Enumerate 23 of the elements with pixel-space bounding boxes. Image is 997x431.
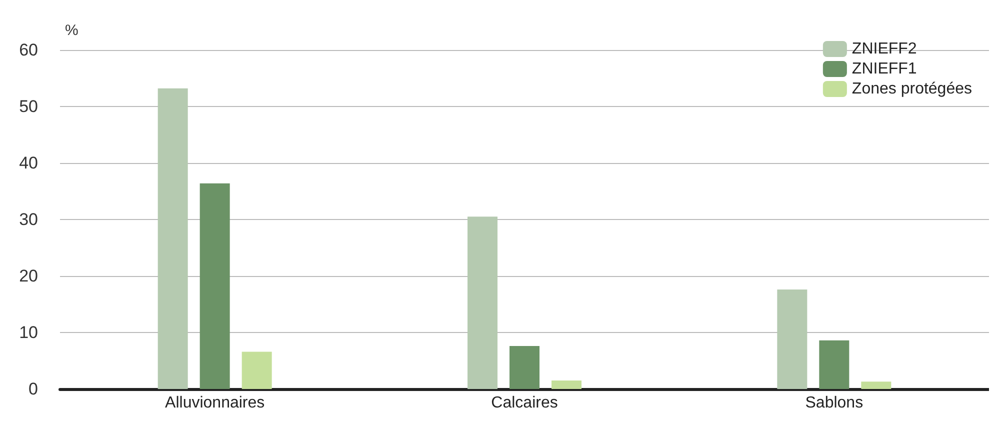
bar (510, 346, 540, 389)
y-tick-label: 0 (28, 380, 38, 398)
x-tick-label: Sablons (805, 394, 864, 412)
bar (552, 380, 582, 389)
y-tick-label: 40 (19, 154, 38, 172)
bar (819, 340, 850, 389)
x-tick-label: Alluvionnaires (165, 394, 265, 412)
bar (861, 382, 892, 389)
bar (468, 216, 498, 389)
y-tick-label: 20 (19, 266, 38, 286)
y-tick-label: 10 (19, 323, 38, 342)
legend-label: ZNIEFF1 (852, 60, 917, 78)
y-tick-label: 30 (19, 210, 38, 229)
x-tick-label: Calcaires (491, 394, 558, 412)
y-tick-label: 60 (19, 40, 38, 60)
bar (777, 290, 808, 389)
bar (242, 352, 272, 389)
y-axis-title: % (65, 22, 78, 39)
legend-label: Zones protégées (852, 80, 972, 98)
legend-label: ZNIEFF2 (852, 40, 917, 58)
bar (158, 88, 188, 389)
bar (200, 183, 230, 389)
y-tick-label: 50 (19, 97, 38, 116)
